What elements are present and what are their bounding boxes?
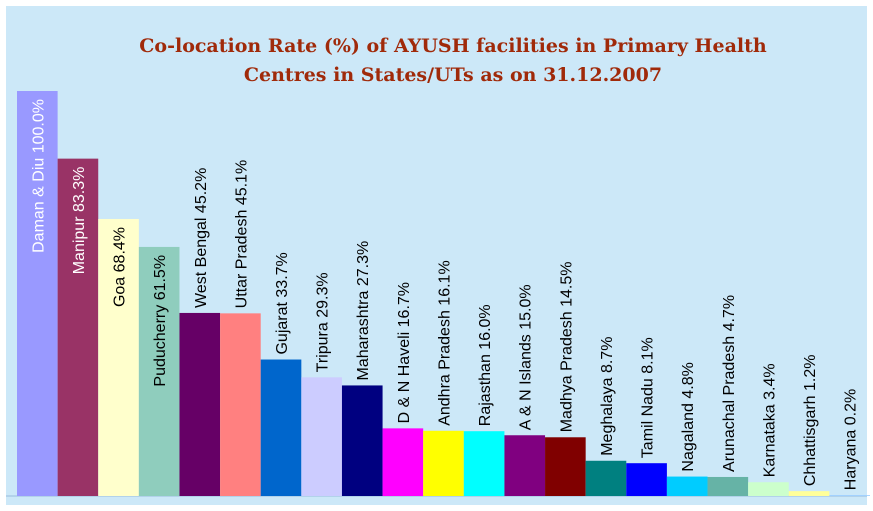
bar-label: D & N Haveli 16.7% [396,282,413,423]
value-label: 68.4% [112,227,129,272]
value-label: 27.3% [355,241,372,286]
category-label: Karnataka [761,404,778,477]
value-label: 16.1% [437,260,454,305]
bar [423,430,464,496]
value-label: 8.1% [640,337,657,373]
bar-label: Rajasthan 16.0% [477,304,494,426]
bar [382,428,424,496]
category-label: Arunachal Pradesh [721,336,738,472]
bar-label: Goa 68.4% [112,227,129,307]
bar [301,377,342,496]
bar-label: Nagaland 4.8% [680,362,697,471]
bar [626,463,667,496]
category-label: West Bengal [193,218,210,308]
bar [138,246,180,496]
value-label: 16.7% [396,282,413,327]
value-label: 14.5% [558,261,575,306]
value-label: 45.1% [233,160,250,205]
bar [98,218,139,497]
value-label: 45.2% [193,168,210,213]
category-label: Tripura [315,322,332,372]
bar-label: West Bengal 45.2% [193,168,210,308]
bar-label: Maharashtra 27.3% [355,241,372,381]
bar-label: Haryana 0.2% [843,389,860,490]
category-label: Goa [112,277,129,307]
bar-label: Chhattisgarh 1.2% [802,354,819,486]
bar-label: Andhra Pradesh 16.1% [437,260,454,425]
value-label: 16.0% [477,304,494,349]
value-label: 83.3% [71,167,88,212]
bar-label: Madhya Pradesh 14.5% [558,261,575,432]
value-label: 33.7% [274,252,291,297]
bar-label: Karnataka 3.4% [761,363,778,477]
bar [707,476,749,496]
value-label: 61.5% [152,255,169,300]
bar [463,431,505,496]
category-label: Chhattisgarh [802,395,819,486]
category-label: Daman & Diu [30,158,47,253]
bar-label: Manipur 83.3% [71,167,88,275]
bar-label: Puducherry 61.5% [152,255,169,387]
bar [545,437,586,496]
bar [260,359,302,496]
category-label: D & N Haveli [396,332,413,424]
category-label: Meghalaya [599,377,616,455]
value-label: 8.7% [599,337,616,373]
value-label: 1.2% [802,354,819,390]
value-label: 29.3% [315,272,332,317]
value-label: 15.0% [518,284,535,329]
category-label: Rajasthan [477,354,494,426]
category-label: Madhya Pradesh [558,311,575,432]
value-label: 4.8% [680,362,697,398]
bar-label: A & N Islands 15.0% [518,284,535,430]
bar [788,491,830,496]
bar-label: Gujarat 33.7% [274,252,291,354]
category-label: A & N Islands [518,334,535,430]
value-label: 100.0% [30,99,47,153]
bar-label: Daman & Diu 100.0% [30,99,47,253]
bar-label: Tamil Nadu 8.1% [640,337,657,458]
bar-label: Arunachal Pradesh 4.7% [721,295,738,472]
bar [504,435,546,496]
category-label: Haryana [843,430,860,491]
category-label: Nagaland [680,403,697,472]
value-label: 0.2% [843,389,860,425]
bar [57,158,99,496]
bar [341,385,383,496]
bar-label: Tripura 29.3% [315,272,332,372]
category-label: Andhra Pradesh [437,310,454,426]
bar [17,91,58,496]
bar [585,460,627,496]
bar [666,476,708,496]
category-label: Uttar Pradesh [233,210,250,309]
bar [748,482,789,496]
bar [179,312,221,496]
value-label: 4.7% [721,295,738,331]
category-label: Gujarat [274,301,291,354]
chart-title: Centres in States/UTs as on 31.12.2007 [244,64,662,86]
bar [829,495,870,496]
bar-label: Meghalaya 8.7% [599,337,616,456]
category-label: Puducherry [152,305,169,387]
value-label: 3.4% [761,363,778,399]
category-label: Maharashtra [355,291,372,381]
category-label: Manipur [71,216,88,274]
category-label: Tamil Nadu [640,378,657,458]
chart-title: Co-location Rate (%) of AYUSH facilities… [139,35,767,57]
bar [220,313,261,496]
bar-label: Uttar Pradesh 45.1% [233,160,250,309]
